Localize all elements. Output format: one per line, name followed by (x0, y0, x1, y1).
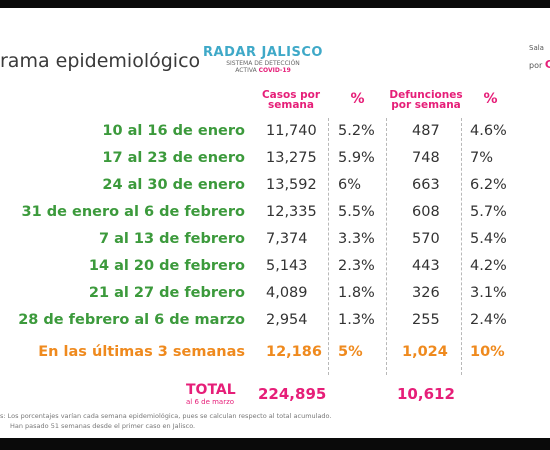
defunciones-pct: 5.4% (470, 231, 507, 247)
casos-value: 13,275 (266, 150, 317, 166)
table-row: 24 al 30 de enero 13,592 6% 663 6.2% (0, 172, 550, 198)
defunciones-pct: 7% (470, 150, 494, 166)
total-defunciones: 10,612 (397, 385, 455, 403)
casos-pct: 1.3% (338, 312, 375, 328)
casos-value: 13,592 (266, 177, 317, 193)
sala-text: Sala (529, 44, 544, 52)
logo-sub-line2: ACTIVA (235, 67, 257, 74)
casos-pct: 2.3% (338, 258, 375, 274)
defunciones-pct: 3.1% (470, 285, 507, 301)
casos-value: 12,335 (266, 204, 317, 220)
total-casos: 224,895 (258, 385, 327, 403)
table-row: 14 al 20 de febrero 5,143 2.3% 443 4.2% (0, 253, 550, 279)
column-divider (386, 118, 387, 375)
casos-pct: 1.8% (338, 285, 375, 301)
week-label: 10 al 16 de enero (102, 123, 245, 139)
summary-casos: 12,186 (266, 344, 322, 360)
table-row: 28 de febrero al 6 de marzo 2,954 1.3% 2… (0, 307, 550, 333)
week-label: 28 de febrero al 6 de marzo (18, 312, 245, 328)
table-row: 10 al 16 de enero 11,740 5.2% 487 4.6% (0, 118, 550, 144)
defunciones-pct: 4.6% (470, 123, 507, 139)
casos-value: 5,143 (266, 258, 308, 274)
week-label: 17 al 23 de enero (102, 150, 245, 166)
defunciones-pct: 5.7% (470, 204, 507, 220)
casos-pct: 3.3% (338, 231, 375, 247)
week-label: 31 de enero al 6 de febrero (21, 204, 245, 220)
casos-value: 7,374 (266, 231, 308, 247)
casos-value: 11,740 (266, 123, 317, 139)
summary-label: En las últimas 3 semanas (38, 344, 245, 360)
week-label: 14 al 20 de febrero (88, 258, 245, 274)
defunciones-value: 487 (412, 123, 440, 139)
casos-value: 2,954 (266, 312, 308, 328)
logo-name: RADAR JALISCO (203, 45, 323, 60)
week-label: 21 al 27 de febrero (88, 285, 245, 301)
presentation-slide: rama epidemiológico RADAR JALISCO SISTEM… (0, 8, 550, 438)
table-row: 17 al 23 de enero 13,275 5.9% 748 7% (0, 145, 550, 171)
summary-dpct: 10% (470, 344, 505, 360)
por-text: por C (529, 58, 550, 71)
total-label: TOTAL (186, 382, 236, 398)
logo-sub-covid: COVID-19 (258, 67, 291, 74)
defunciones-value: 570 (412, 231, 440, 247)
defunciones-pct: 6.2% (470, 177, 507, 193)
casos-pct: 6% (338, 177, 362, 193)
defunciones-pct: 4.2% (470, 258, 507, 274)
logo-subtitle: SISTEMA DE DETECCIÓN ACTIVA COVID-19 (203, 60, 323, 74)
defunciones-value: 255 (412, 312, 440, 328)
defunciones-value: 326 (412, 285, 440, 301)
summary-pct: 5% (338, 344, 363, 360)
page-title: rama epidemiológico (0, 50, 201, 72)
casos-value: 4,089 (266, 285, 308, 301)
col-header-dpct: % (483, 91, 498, 107)
logo-sub-line1: SISTEMA DE DETECCIÓN (226, 60, 300, 67)
total-date: al 6 de marzo (186, 398, 235, 406)
table-row: 7 al 13 de febrero 7,374 3.3% 570 5.4% (0, 226, 550, 252)
radar-jalisco-logo: RADAR JALISCO SISTEMA DE DETECCIÓN ACTIV… (203, 45, 323, 74)
defunciones-value: 663 (412, 177, 440, 193)
casos-pct: 5.9% (338, 150, 375, 166)
summary-defunciones: 1,024 (402, 344, 448, 360)
table-row: 21 al 27 de febrero 4,089 1.8% 326 3.1% (0, 280, 550, 306)
footnote: Han pasado 51 semanas desde el primer ca… (10, 422, 196, 430)
top-letterbox (0, 0, 550, 8)
col-header-casos: Casos por semana (261, 89, 321, 111)
col-header-defunciones: Defunciones por semana (389, 89, 463, 111)
defunciones-value: 608 (412, 204, 440, 220)
summary-row: En las últimas 3 semanas 12,186 5% 1,024… (0, 339, 550, 365)
defunciones-value: 748 (412, 150, 440, 166)
table-row: 31 de enero al 6 de febrero 12,335 5.5% … (0, 199, 550, 225)
col-header-pct: % (350, 91, 365, 107)
bottom-letterbox (0, 438, 550, 450)
week-label: 7 al 13 de febrero (98, 231, 245, 247)
casos-pct: 5.5% (338, 204, 375, 220)
footnote: s: Los porcentajes varían cada semana ep… (0, 412, 332, 420)
column-divider (461, 118, 462, 375)
defunciones-pct: 2.4% (470, 312, 507, 328)
defunciones-value: 443 (412, 258, 440, 274)
casos-pct: 5.2% (338, 123, 375, 139)
column-divider (328, 118, 329, 375)
week-label: 24 al 30 de enero (102, 177, 245, 193)
